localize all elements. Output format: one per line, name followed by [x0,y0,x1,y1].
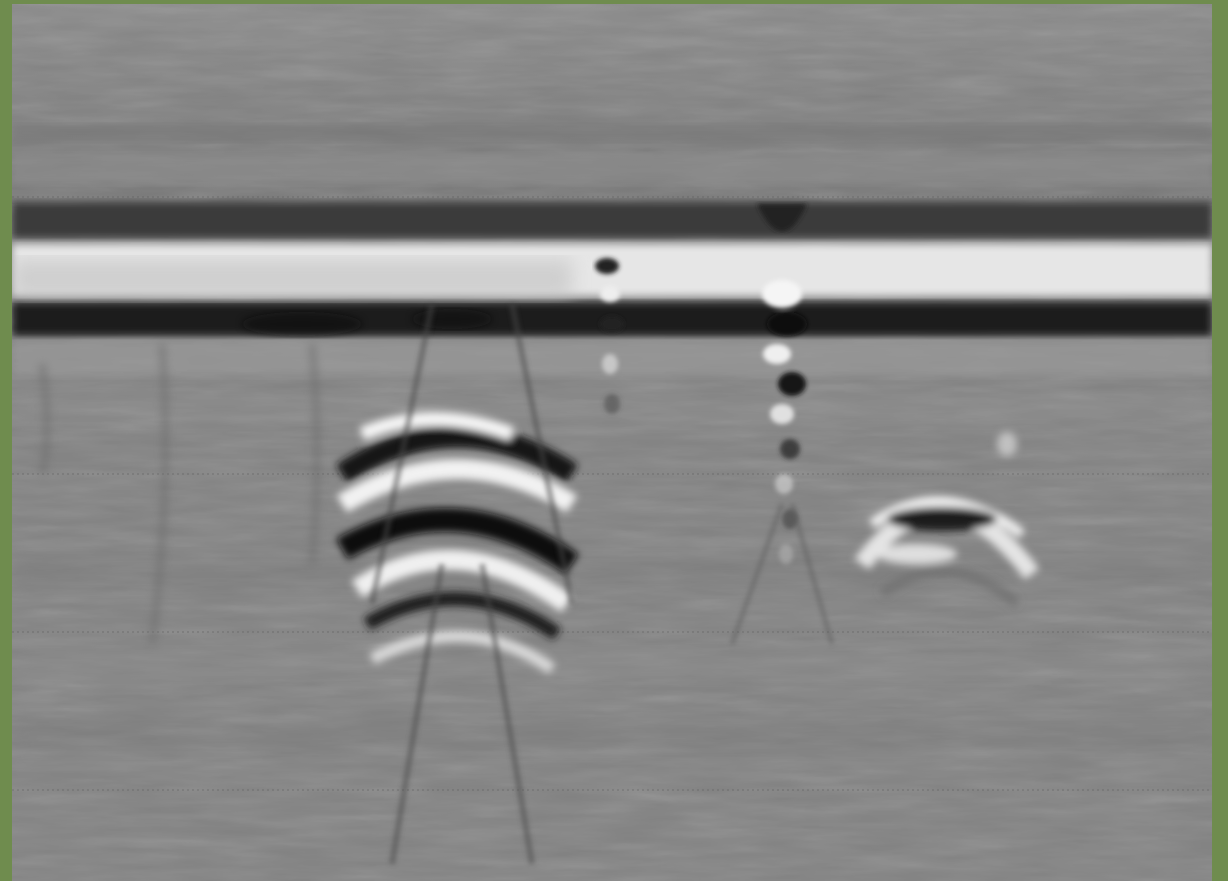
radargram-graphic [12,4,1212,881]
point-target-hyperbola [854,432,1040,608]
radargram-scan-image [12,4,1212,881]
hyperbolic-reflection-cluster [335,303,579,865]
